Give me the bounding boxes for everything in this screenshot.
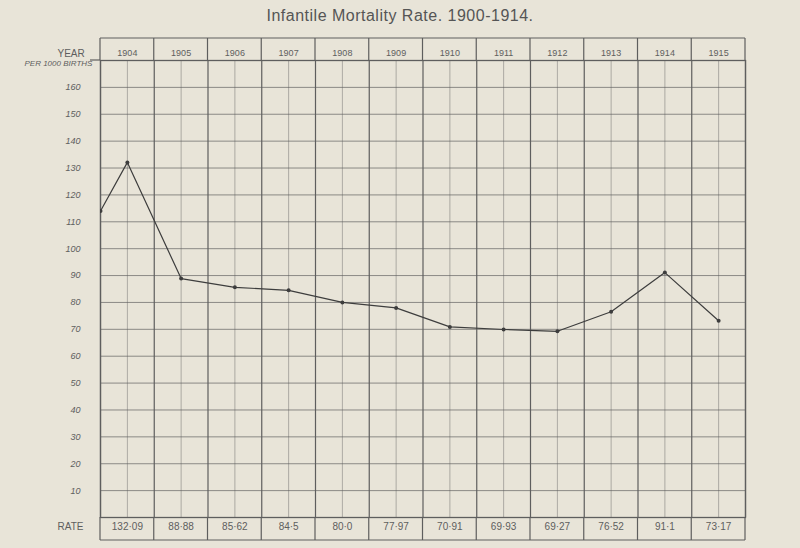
svg-text:150: 150 — [65, 109, 80, 119]
svg-text:160: 160 — [65, 82, 80, 92]
svg-text:80·0: 80·0 — [332, 521, 352, 532]
svg-text:132·09: 132·09 — [112, 521, 144, 532]
svg-text:88·88: 88·88 — [168, 521, 194, 532]
svg-text:1913: 1913 — [601, 48, 621, 58]
svg-text:10: 10 — [70, 485, 80, 495]
svg-text:1915: 1915 — [709, 48, 729, 58]
svg-text:140: 140 — [65, 136, 80, 146]
svg-text:100: 100 — [65, 244, 80, 254]
svg-text:69·27: 69·27 — [545, 521, 571, 532]
svg-text:1911: 1911 — [494, 48, 513, 58]
svg-text:91·1: 91·1 — [655, 521, 675, 532]
svg-text:YEAR: YEAR — [58, 48, 85, 59]
svg-text:110: 110 — [66, 217, 80, 227]
svg-text:77·97: 77·97 — [383, 521, 409, 532]
svg-text:20: 20 — [69, 459, 80, 469]
svg-text:30: 30 — [70, 432, 80, 442]
svg-text:1906: 1906 — [225, 48, 245, 58]
svg-text:1905: 1905 — [171, 48, 191, 58]
svg-text:69·93: 69·93 — [491, 521, 517, 532]
svg-text:120: 120 — [65, 190, 80, 200]
svg-text:60: 60 — [70, 351, 80, 361]
svg-text:1907: 1907 — [279, 48, 299, 58]
svg-text:RATE: RATE — [58, 521, 84, 532]
svg-text:1909: 1909 — [386, 48, 406, 58]
svg-text:80: 80 — [70, 297, 80, 307]
svg-text:130: 130 — [65, 163, 80, 173]
svg-text:1912: 1912 — [547, 48, 567, 58]
svg-text:73·17: 73·17 — [706, 521, 732, 532]
svg-text:50: 50 — [70, 378, 80, 388]
svg-text:76·52: 76·52 — [598, 521, 624, 532]
svg-text:PER 1000 BIRTHS: PER 1000 BIRTHS — [25, 59, 94, 68]
svg-text:70: 70 — [70, 324, 80, 334]
svg-text:40: 40 — [70, 405, 80, 415]
svg-text:85·62: 85·62 — [222, 521, 248, 532]
svg-text:84·5: 84·5 — [279, 521, 299, 532]
html-text:Infantile Mortality Rate. 1900: Infantile Mortality Rate. 1900-1914. — [266, 7, 534, 24]
svg-text:1904: 1904 — [117, 48, 137, 58]
svg-text:1914: 1914 — [655, 48, 675, 58]
svg-text:90: 90 — [70, 270, 80, 280]
svg-text:1910: 1910 — [440, 48, 460, 58]
svg-text:1908: 1908 — [332, 48, 352, 58]
svg-text:70·91: 70·91 — [437, 521, 463, 532]
